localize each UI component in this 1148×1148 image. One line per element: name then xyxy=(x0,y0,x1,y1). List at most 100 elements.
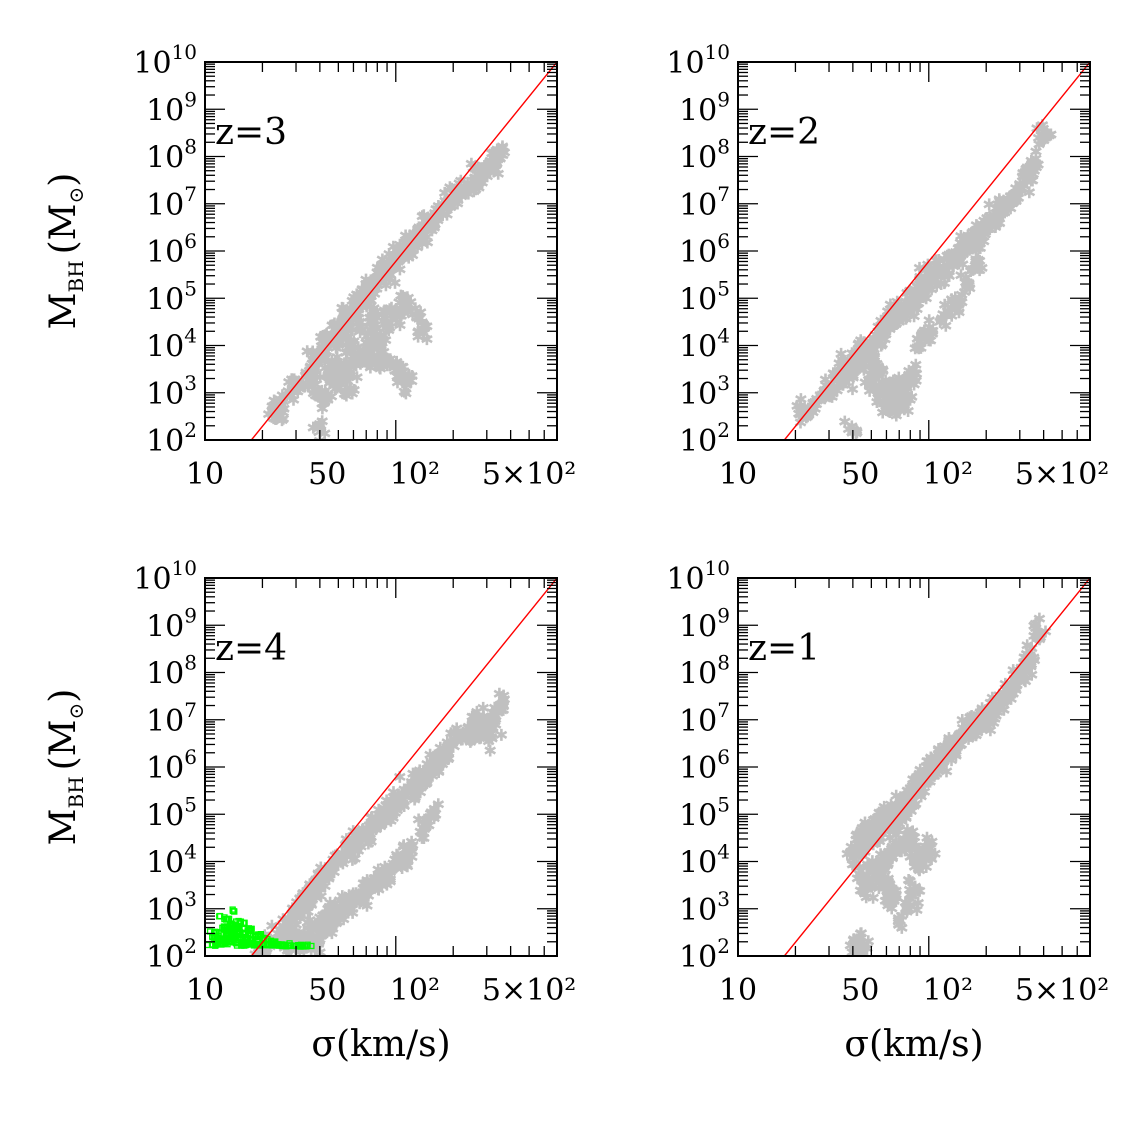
star-point xyxy=(302,905,314,918)
star-point xyxy=(867,828,882,843)
star-point xyxy=(404,840,418,855)
y-tick-label: 1010 xyxy=(666,40,730,81)
star-point xyxy=(939,319,952,332)
plot-area xyxy=(783,62,1090,440)
square-point xyxy=(212,933,219,940)
star-point xyxy=(313,873,327,888)
star-point xyxy=(400,291,415,306)
star-point xyxy=(353,324,367,339)
y-axis-label: MBH (M⊙) xyxy=(43,689,88,846)
star-point xyxy=(984,724,997,737)
star-point xyxy=(495,698,509,713)
star-point xyxy=(1028,156,1042,171)
star-point xyxy=(389,363,403,378)
star-point xyxy=(487,717,502,732)
y-label-unit: (M xyxy=(43,719,84,770)
y-tick-base: 10 xyxy=(679,893,717,928)
star-point xyxy=(890,400,904,414)
y-axis-label: MBH (M⊙) xyxy=(43,173,88,330)
star-point xyxy=(874,868,888,883)
star-point xyxy=(341,361,355,376)
y-tick-label: 106 xyxy=(146,229,197,270)
y-tick-base: 10 xyxy=(146,188,184,223)
x-axis-label: σ(km/s) xyxy=(844,1024,983,1065)
plot-area xyxy=(205,578,557,956)
axis-ticks xyxy=(204,61,558,441)
y-tick-label: 106 xyxy=(146,745,197,786)
star-point xyxy=(359,882,373,897)
star-point xyxy=(894,377,909,392)
y-tick-exponent: 4 xyxy=(717,324,730,348)
y-tick-exponent: 5 xyxy=(184,276,197,300)
y-tick-label: 108 xyxy=(146,135,197,176)
star-point xyxy=(872,363,886,378)
star-point xyxy=(1020,168,1035,183)
star-point xyxy=(346,343,361,358)
y-tick-base: 10 xyxy=(679,798,717,833)
star-point xyxy=(1036,128,1051,143)
star-point xyxy=(1007,679,1021,694)
star-point xyxy=(416,821,431,836)
y-tick-base: 10 xyxy=(146,704,184,739)
y-tick-label: 1010 xyxy=(133,556,197,597)
y-tick-base: 10 xyxy=(146,93,184,128)
y-tick-exponent: 7 xyxy=(184,182,197,206)
x-tick-label: 5×10² xyxy=(482,973,576,1008)
star-point xyxy=(949,295,964,310)
y-tick-exponent: 3 xyxy=(717,371,730,395)
star-point xyxy=(380,868,394,883)
y-tick-base: 10 xyxy=(146,235,184,270)
y-tick-label: 106 xyxy=(679,229,730,270)
y-tick-label: 108 xyxy=(679,135,730,176)
star-point xyxy=(900,312,912,325)
y-tick-exponent: 7 xyxy=(717,182,730,206)
star-point xyxy=(979,218,993,233)
y-tick-exponent: 8 xyxy=(184,651,197,675)
y-tick-base: 10 xyxy=(146,609,184,644)
star-point xyxy=(1033,612,1046,625)
star-point xyxy=(898,300,912,315)
star-point xyxy=(404,373,418,388)
y-tick-base: 10 xyxy=(146,377,184,412)
star-point xyxy=(912,896,925,909)
y-tick-base: 10 xyxy=(679,846,717,881)
x-tick-label: 50 xyxy=(841,973,879,1008)
y-tick-base: 10 xyxy=(146,657,184,692)
y-tick-exponent: 5 xyxy=(717,276,730,300)
square-point xyxy=(242,935,249,943)
y-tick-exponent: 3 xyxy=(184,887,197,911)
star-point xyxy=(879,385,894,400)
y-tick-exponent: 10 xyxy=(705,556,730,580)
star-point xyxy=(308,377,323,392)
y-tick-exponent: 2 xyxy=(717,934,730,958)
square-point xyxy=(242,941,250,949)
star-point xyxy=(835,347,847,360)
star-point xyxy=(416,326,431,341)
panel-redshift-label: z=2 xyxy=(748,112,820,153)
square-point xyxy=(233,940,240,947)
y-tick-exponent: 4 xyxy=(184,840,197,864)
y-tick-exponent: 2 xyxy=(184,418,197,442)
x-tick-label: 50 xyxy=(308,973,346,1008)
y-tick-base: 10 xyxy=(666,46,704,81)
relation-line xyxy=(250,62,557,440)
star-point xyxy=(495,147,509,162)
star-point xyxy=(349,354,363,369)
y-tick-base: 10 xyxy=(146,893,184,928)
y-tick-exponent: 10 xyxy=(705,40,730,64)
x-axis-label: σ(km/s) xyxy=(311,1024,450,1065)
star-point xyxy=(892,914,906,928)
star-point xyxy=(1013,182,1027,197)
y-tick-label: 1010 xyxy=(133,40,197,81)
y-tick-base: 10 xyxy=(679,141,717,176)
x-tick-label: 50 xyxy=(841,457,879,492)
star-point xyxy=(328,371,342,386)
y-tick-label: 105 xyxy=(679,792,730,833)
star-point xyxy=(387,240,400,253)
y-tick-exponent: 10 xyxy=(172,40,197,64)
y-tick-exponent: 8 xyxy=(717,135,730,159)
y-tick-exponent: 9 xyxy=(717,87,730,111)
star-point xyxy=(446,738,460,753)
star-point xyxy=(935,277,947,290)
